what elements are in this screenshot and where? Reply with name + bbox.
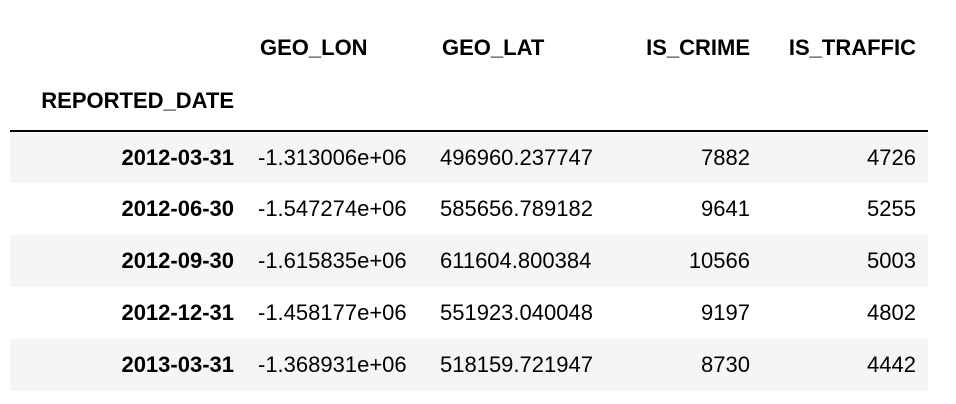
cell-geo-lon: -1.615835e+06 [258,248,407,273]
table-row: 2012-03-31 -1.313006e+06 496960.237747 7… [10,131,928,183]
row-index-label: 2013-03-31 [121,352,234,377]
column-header-geo-lon: GEO_LON [260,35,368,60]
cell-geo-lat: 518159.721947 [440,352,593,377]
cell-is-traffic: 4726 [867,144,916,170]
cell-geo-lon: -1.547274e+06 [258,196,407,221]
cell-geo-lon: -1.458177e+06 [258,300,407,325]
empty-header-cell [428,72,620,132]
index-name-header: REPORTED_DATE [10,72,246,132]
cell-is-traffic: 5255 [867,196,916,221]
row-index-label: 2012-12-31 [121,300,234,325]
column-header-geo-lat: GEO_LAT [442,35,545,60]
row-index-label: 2012-06-30 [121,196,234,221]
cell-is-crime: 10566 [688,248,750,273]
table-row: 2012-06-30 -1.547274e+06 585656.789182 9… [10,183,928,235]
empty-header-cell [620,72,762,132]
column-header-row: GEO_LON GEO_LAT IS_CRIME IS_TRAFFIC [10,24,928,72]
index-header-row: REPORTED_DATE [10,72,928,132]
row-index-label: 2012-03-31 [121,144,234,170]
cell-geo-lon: -1.313006e+06 [258,144,407,170]
table-body: 2012-03-31 -1.313006e+06 496960.237747 7… [10,131,928,391]
cell-geo-lat: 551923.040048 [440,300,593,325]
column-header-is-crime: IS_CRIME [646,35,750,60]
table-row: 2013-03-31 -1.368931e+06 518159.721947 8… [10,339,928,391]
corner-cell [10,24,246,72]
empty-header-cell [246,72,428,132]
cell-geo-lat: 496960.237747 [440,144,593,170]
cell-is-crime: 8730 [701,352,750,377]
cell-is-crime: 9197 [701,300,750,325]
empty-header-cell [762,72,928,132]
row-index-label: 2012-09-30 [121,248,234,273]
cell-is-traffic: 4802 [867,300,916,325]
cell-is-crime: 7882 [701,144,750,170]
cell-geo-lon: -1.368931e+06 [258,352,407,377]
dataframe-table: GEO_LON GEO_LAT IS_CRIME IS_TRAFFIC REPO… [10,24,928,391]
cell-is-crime: 9641 [701,196,750,221]
cell-geo-lat: 585656.789182 [440,196,593,221]
column-header-is-traffic: IS_TRAFFIC [788,35,916,60]
cell-is-traffic: 5003 [867,248,916,273]
cell-is-traffic: 4442 [867,352,916,377]
cell-geo-lat: 611604.800384 [440,248,592,273]
table-row: 2012-12-31 -1.458177e+06 551923.040048 9… [10,287,928,339]
table-row: 2012-09-30 -1.615835e+06 611604.800384 1… [10,235,928,287]
table-header: GEO_LON GEO_LAT IS_CRIME IS_TRAFFIC REPO… [10,24,928,132]
